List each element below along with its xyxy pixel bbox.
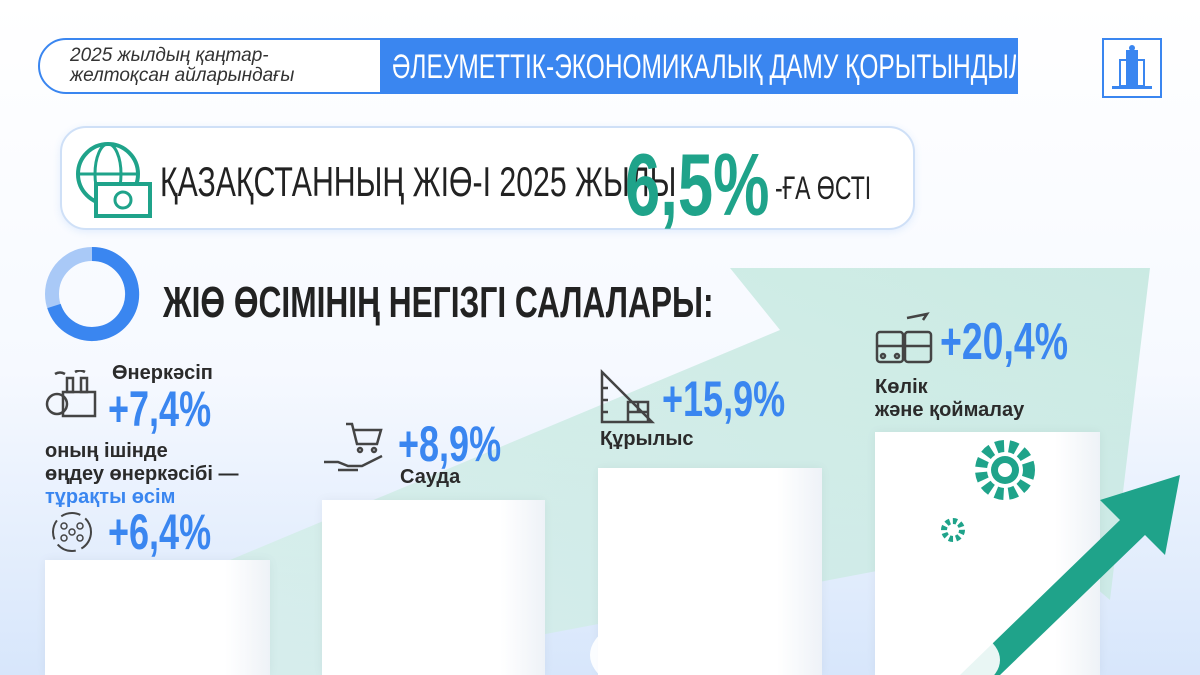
transport-icon [875, 312, 933, 364]
bar-industry [45, 560, 270, 675]
sector-trade-value: +8,9% [398, 416, 502, 472]
headline-suffix: -ҒА ӨСТІ [775, 170, 872, 206]
gdp-headline-card: ҚАЗАҚСТАННЫҢ ЖІӨ-І 2025 ЖЫЛЫ 6,5% -ҒА ӨС… [60, 126, 915, 234]
processing-cycle-icon [52, 512, 92, 552]
industry-note: оның ішінде өңдеу өнеркәсібі — тұрақты өсі… [45, 440, 239, 508]
header-title: ӘЛЕУМЕТТІК-ЭКОНОМИКАЛЫҚ ДАМУ ҚОРЫТЫНДЫЛА… [380, 40, 1016, 92]
sector-industry-value: +7,4% [108, 381, 212, 437]
government-building-icon [1102, 38, 1162, 98]
sector-transport-name: Көлік және қоймалау [875, 376, 1025, 421]
sector-transport-value: +20,4% [940, 313, 1069, 371]
gear-icon [975, 440, 1035, 500]
globe-money-icon [76, 142, 152, 218]
sector-construction-name: Құрылыс [600, 428, 694, 450]
bar-trade [322, 500, 545, 675]
headline-text: ҚАЗАҚСТАННЫҢ ЖІӨ-І 2025 ЖЫЛЫ [160, 158, 677, 205]
shopping-cart-hand-icon [324, 422, 383, 472]
factory-icon [45, 370, 97, 418]
sector-manufacturing-value: +6,4% [108, 504, 212, 560]
ring-icon [45, 246, 140, 341]
construction-ruler-icon [600, 368, 656, 424]
gdp-growth-value: 6,5% [625, 135, 770, 234]
period-label: 2025 жылдың қаңтар-желтоқсан айларындағы [70, 45, 295, 86]
header-banner: 2025 жылдың қаңтар-желтоқсан айларындағы… [38, 38, 1018, 94]
sector-industry-name: Өнеркәсіп [112, 362, 213, 384]
small-gear-icon [941, 518, 965, 542]
sector-construction-value: +15,9% [662, 371, 786, 427]
section-title: ЖІӨ ӨСІМІНІҢ НЕГІЗГІ САЛАЛАРЫ: [163, 278, 714, 327]
sector-trade-name: Сауда [400, 466, 461, 488]
